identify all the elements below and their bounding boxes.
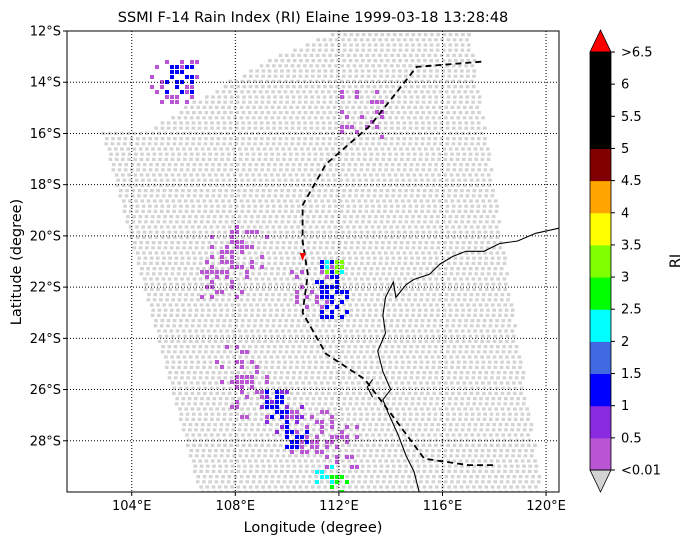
rain-cluster <box>200 255 244 299</box>
colorbar-segment <box>590 52 611 85</box>
plot-frame <box>66 30 560 493</box>
rain-cluster <box>230 375 269 419</box>
y-tick-label: 20°S <box>30 229 61 244</box>
colorbar-segment <box>590 277 611 310</box>
rain-cluster <box>265 390 294 424</box>
colorbar-tick-label: >6.5 <box>621 46 653 61</box>
colorbar-tick-label: 0.5 <box>621 431 642 446</box>
plot-area <box>67 31 559 492</box>
x-axis-ticks: 104°E 108°E 112°E 116°E 120°E <box>112 492 566 514</box>
colorbar-tick-label: 1 <box>621 399 629 414</box>
colorbar-tick-label: 5 <box>621 142 629 157</box>
rain-cluster <box>260 390 304 434</box>
colorbar-tick-label: 2.5 <box>621 303 642 318</box>
x-axis-label: Longitude (degree) <box>244 520 383 536</box>
shark-bay-peninsula <box>366 378 374 398</box>
rain-cluster <box>315 425 359 469</box>
satellite-swath <box>101 33 542 492</box>
colorbar-tick-label: 5.5 <box>621 110 642 125</box>
storm-track <box>299 60 495 467</box>
colorbar-frame <box>589 51 612 471</box>
rain-cluster <box>315 260 344 289</box>
colorbar-tick-label: <0.01 <box>621 464 661 479</box>
colorbar-segment <box>590 180 611 214</box>
colorbar-tick-label: 4 <box>621 206 629 221</box>
rain-cluster <box>340 90 384 139</box>
rain-cluster <box>330 475 349 492</box>
coastline-path <box>377 227 559 492</box>
rain-cluster <box>150 60 199 104</box>
colorbar: <0.01 0.5 1 1.5 2 2.5 3 3.5 4 4.5 5 5.5 6 >6.5 <box>589 29 661 493</box>
rain-cluster <box>325 260 344 274</box>
swath-pixels <box>101 33 542 492</box>
colorbar-segment <box>590 437 611 471</box>
y-tick-label: 14°S <box>30 76 61 91</box>
colorbar-under-arrow <box>589 469 612 493</box>
colorbar-segment <box>590 244 611 278</box>
rain-cluster <box>285 425 314 454</box>
colorbar-segment <box>590 309 611 342</box>
x-tick-label: 120°E <box>526 499 566 514</box>
colorbar-tick-label: 3.5 <box>621 238 642 253</box>
rain-cluster <box>320 290 349 319</box>
colorbar-tick-label: 2 <box>621 335 629 350</box>
rain-cluster <box>205 235 249 284</box>
y-tick-label: 28°S <box>30 434 61 449</box>
rain-cluster <box>315 465 334 484</box>
y-tick-label: 12°S <box>30 25 61 40</box>
colorbar-segment <box>590 212 611 246</box>
y-tick-label: 22°S <box>30 281 61 296</box>
storm-center-marker <box>299 252 306 261</box>
colorbar-segment <box>590 84 611 117</box>
grid-lines <box>67 31 559 492</box>
storm-track-line <box>301 60 495 467</box>
y-tick-label: 26°S <box>30 383 61 398</box>
colorbar-tick-label: 4.5 <box>621 174 642 189</box>
x-tick-label: 108°E <box>216 499 256 514</box>
x-tick-label: 116°E <box>423 499 463 514</box>
y-axis-label: Latitude (degree) <box>9 199 25 325</box>
y-axis-ticks: 12°S 14°S 16°S 18°S 20°S 22°S 24°S 26°S 28°S <box>30 25 67 449</box>
colorbar-segment <box>590 405 611 439</box>
colorbar-tick-label: 6 <box>621 78 629 93</box>
colorbar-segment <box>590 116 611 149</box>
colorbar-tick-label: 1.5 <box>621 367 642 382</box>
coastline <box>366 227 559 492</box>
colorbar-over-arrow <box>589 29 612 53</box>
colorbar-segment <box>590 341 611 375</box>
colorbar-segment <box>590 373 611 407</box>
rain-pixels <box>150 60 384 492</box>
y-tick-label: 24°S <box>30 332 61 347</box>
x-tick-label: 104°E <box>112 499 152 514</box>
chart-title: SSMI F-14 Rain Index (RI) Elaine 1999-03… <box>118 10 509 26</box>
colorbar-segment <box>590 148 611 182</box>
y-tick-label: 16°S <box>30 127 61 142</box>
rain-cluster <box>290 410 339 454</box>
colorbar-tick-label: 3 <box>621 271 629 286</box>
colorbar-label: RI <box>668 254 684 268</box>
x-tick-label: 112°E <box>319 499 359 514</box>
y-tick-label: 18°S <box>30 178 61 193</box>
